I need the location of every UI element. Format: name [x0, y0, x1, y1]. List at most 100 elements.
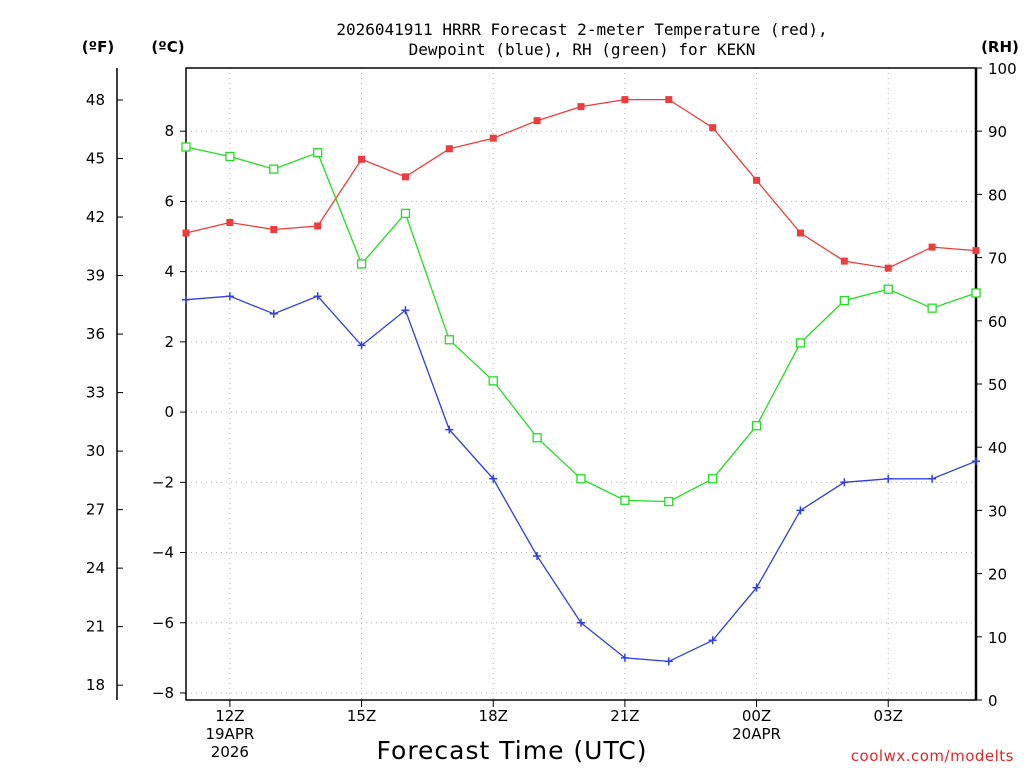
temperature-point	[928, 243, 936, 251]
rh-point	[664, 496, 674, 507]
fahrenheit-tick-label: 45	[86, 150, 105, 168]
temperature-point	[665, 96, 673, 104]
rh-tick-label: 80	[988, 186, 1007, 204]
rh-point	[313, 148, 323, 158]
celsius-tick-label: 2	[164, 333, 174, 351]
dewpoint-point	[445, 425, 454, 434]
rh-point	[927, 303, 937, 313]
rh-tick-label: 40	[988, 439, 1007, 457]
fahrenheit-tick-label: 18	[86, 676, 105, 694]
data-series	[181, 96, 981, 666]
rh-tick-label: 60	[988, 313, 1007, 331]
temperature-point	[226, 218, 234, 226]
rh-point	[971, 288, 981, 298]
dewpoint-point	[533, 552, 542, 561]
grid-lines	[186, 68, 976, 700]
temperature-point	[884, 264, 892, 272]
dewpoint-point	[840, 478, 849, 487]
rh-point	[488, 376, 498, 386]
celsius-tick-label: −6	[152, 614, 174, 632]
temperature-point	[533, 117, 541, 125]
tick-labels: 86420−2−4−6−8484542393633302724211810090…	[86, 60, 1017, 761]
time-tick-label: 03Z	[874, 707, 903, 725]
temperature-point	[445, 145, 453, 153]
dewpoint-point	[577, 618, 585, 627]
time-tick-label: 00Z	[742, 707, 771, 725]
fahrenheit-tick-label: 39	[86, 267, 105, 285]
rh-tick-label: 90	[988, 123, 1007, 141]
rh-point	[839, 295, 849, 306]
dewpoint-point	[225, 292, 234, 301]
temperature-point	[401, 173, 409, 181]
dewpoint-point	[269, 309, 278, 318]
celsius-unit-label: (ºC)	[151, 38, 184, 56]
plot-frame	[185, 67, 977, 701]
dewpoint-point	[928, 474, 937, 483]
temperature-line	[185, 98, 977, 269]
temperature-point	[489, 134, 497, 142]
rh-tick-label: 10	[988, 629, 1007, 647]
rh-point	[751, 421, 762, 431]
time-tick-label: 21Z	[610, 707, 639, 725]
fahrenheit-tick-label: 33	[86, 384, 105, 402]
rh-point	[269, 164, 279, 174]
rh-tick-label: 70	[988, 250, 1007, 268]
celsius-tick-label: 0	[164, 403, 174, 421]
rh-point	[356, 259, 367, 269]
time-tick-label: 20APR	[732, 725, 781, 743]
dewpoint-point	[884, 474, 893, 483]
dewpoint-point	[401, 306, 410, 315]
fahrenheit-unit-label: (ºF)	[82, 38, 114, 56]
dewpoint-point	[357, 341, 366, 350]
celsius-tick-label: −2	[152, 473, 174, 491]
time-tick-label: 18Z	[479, 707, 508, 725]
temperature-point	[621, 96, 629, 104]
time-tick-label: 19APR	[205, 725, 254, 743]
rh-tick-label: 100	[988, 60, 1017, 78]
rh-tick-label: 0	[988, 692, 998, 710]
temperature-point	[796, 229, 804, 237]
celsius-tick-label: −4	[152, 544, 174, 562]
dewpoint-point	[313, 292, 322, 301]
celsius-tick-label: −8	[152, 684, 174, 702]
axes	[116, 67, 982, 707]
temperature-point	[577, 103, 585, 111]
dewpoint-point	[664, 657, 673, 666]
temperature-point	[182, 229, 190, 237]
rh-tick-label: 30	[988, 502, 1007, 520]
rh-point	[620, 495, 630, 505]
rh-point	[532, 433, 542, 443]
time-tick-label: 12Z	[215, 707, 244, 725]
fahrenheit-tick-label: 48	[86, 91, 105, 109]
rh-unit-label: (RH)	[981, 38, 1019, 56]
temperature-point	[314, 222, 322, 230]
rh-point	[181, 142, 191, 152]
rh-point	[708, 474, 718, 484]
dewpoint-point	[972, 457, 980, 466]
rh-line	[185, 146, 977, 503]
rh-point	[795, 338, 806, 348]
fahrenheit-tick-label: 42	[86, 208, 105, 226]
dewpoint-point	[182, 295, 190, 304]
temperature-point	[753, 176, 761, 184]
x-axis-title: Forecast Time (UTC)	[377, 736, 648, 765]
dewpoint-point	[796, 506, 805, 515]
rh-tick-label: 20	[988, 566, 1007, 584]
temperature-point	[840, 257, 848, 265]
temperature-point	[270, 226, 278, 234]
rh-point	[576, 474, 586, 484]
time-tick-label: 2026	[211, 743, 249, 761]
fahrenheit-tick-label: 36	[86, 325, 105, 343]
fahrenheit-tick-label: 24	[86, 559, 105, 577]
temperature-point	[358, 155, 366, 163]
celsius-tick-label: 8	[164, 122, 174, 140]
chart-title-line2: Dewpoint (blue), RH (green) for KEKN	[409, 40, 756, 59]
dewpoint-point	[489, 474, 498, 483]
fahrenheit-tick-label: 30	[86, 442, 105, 460]
rh-point	[444, 335, 454, 345]
time-tick-label: 15Z	[347, 707, 376, 725]
temperature-point	[972, 247, 980, 255]
fahrenheit-tick-label: 27	[86, 501, 105, 519]
celsius-tick-label: 4	[164, 263, 174, 281]
